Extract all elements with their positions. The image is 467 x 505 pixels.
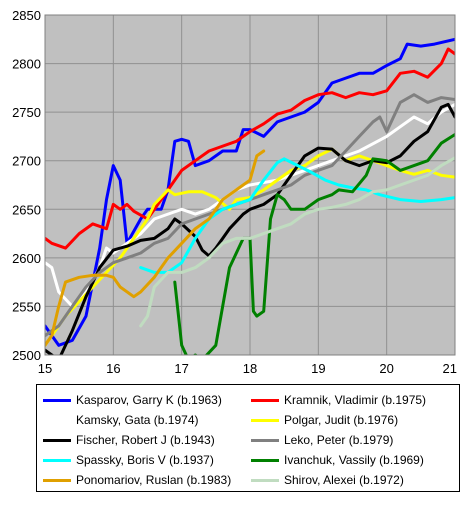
y-tick-labels: 2500 2550 2600 2650 2700 2750 2800 2850 xyxy=(12,8,41,363)
y-tick-label: 2500 xyxy=(12,348,41,363)
legend-swatch xyxy=(251,439,279,442)
x-tick-label: 18 xyxy=(243,361,257,376)
legend-label: Leko, Peter (b.1979) xyxy=(284,433,393,447)
legend-entry: Kramnik, Vladimir (b.1975) xyxy=(251,391,426,409)
legend-label: Ponomariov, Ruslan (b.1983) xyxy=(76,473,231,487)
legend-label: Kamsky, Gata (b.1974) xyxy=(76,413,199,427)
x-tick-label: 16 xyxy=(106,361,120,376)
legend-entry: Polgar, Judit (b.1976) xyxy=(251,411,398,429)
legend-entry: Leko, Peter (b.1979) xyxy=(251,431,393,449)
legend-entry: Kasparov, Garry K (b.1963) xyxy=(43,391,222,409)
legend-label: Kasparov, Garry K (b.1963) xyxy=(76,393,222,407)
x-tick-label: 19 xyxy=(311,361,325,376)
legend-swatch xyxy=(251,459,279,462)
y-tick-label: 2800 xyxy=(12,57,41,72)
legend-label: Spassky, Boris V (b.1937) xyxy=(76,453,214,467)
legend-swatch xyxy=(251,479,279,482)
x-tick-label: 17 xyxy=(174,361,188,376)
y-tick-label: 2700 xyxy=(12,154,41,169)
legend-swatch xyxy=(43,459,71,462)
legend-entry: Kamsky, Gata (b.1974) xyxy=(43,411,199,429)
legend-entry: Ivanchuk, Vassily (b.1969) xyxy=(251,451,424,469)
y-tick-label: 2550 xyxy=(12,299,41,314)
legend-entry: Spassky, Boris V (b.1937) xyxy=(43,451,214,469)
legend-entry: Shirov, Alexei (b.1972) xyxy=(251,471,404,489)
legend-label: Fischer, Robert J (b.1943) xyxy=(76,433,215,447)
y-tick-label: 2600 xyxy=(12,251,41,266)
legend-label: Polgar, Judit (b.1976) xyxy=(284,413,398,427)
x-tick-label: 20 xyxy=(379,361,393,376)
y-tick-label: 2650 xyxy=(12,202,41,217)
legend-swatch xyxy=(43,479,71,482)
x-tick-label: 21 xyxy=(443,361,457,376)
legend: Kasparov, Garry K (b.1963) Kramnik, Vladi… xyxy=(36,384,460,492)
x-tick-label: 15 xyxy=(38,361,52,376)
legend-swatch xyxy=(43,439,71,442)
legend-swatch xyxy=(251,419,279,422)
y-tick-label: 2850 xyxy=(12,8,41,23)
legend-entry: Fischer, Robert J (b.1943) xyxy=(43,431,215,449)
legend-label: Ivanchuk, Vassily (b.1969) xyxy=(284,453,424,467)
legend-entry: Ponomariov, Ruslan (b.1983) xyxy=(43,471,231,489)
legend-label: Shirov, Alexei (b.1972) xyxy=(284,473,404,487)
legend-swatch xyxy=(43,399,71,402)
y-tick-label: 2750 xyxy=(12,105,41,120)
legend-swatch xyxy=(251,399,279,402)
legend-swatch xyxy=(43,419,71,422)
x-tick-labels: 15 16 17 18 19 20 21 xyxy=(38,361,457,376)
legend-label: Kramnik, Vladimir (b.1975) xyxy=(284,393,426,407)
